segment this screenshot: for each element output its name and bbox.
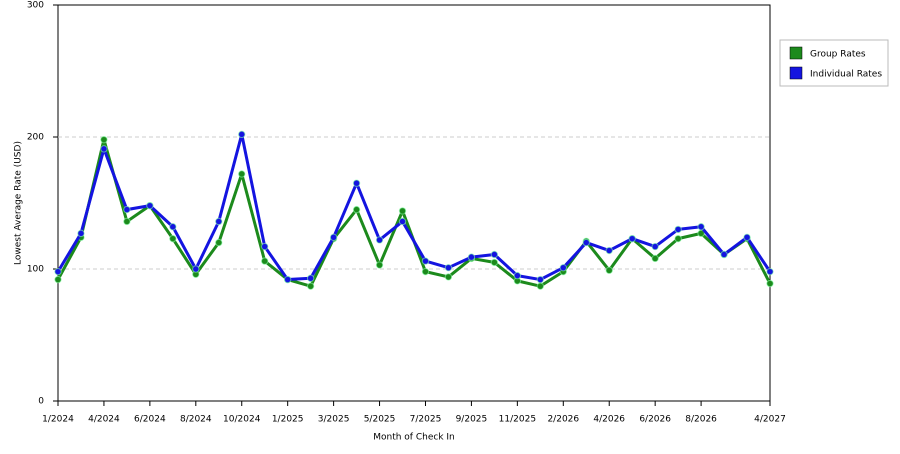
point	[169, 223, 177, 231]
point	[54, 275, 62, 284]
y-tick-label: 0	[38, 397, 44, 407]
x-tick-label: 9/2025	[456, 415, 488, 425]
point	[536, 282, 545, 290]
point	[605, 246, 613, 255]
x-tick-label: 6/2024	[134, 415, 166, 425]
point	[720, 250, 728, 259]
point	[743, 233, 751, 242]
point	[375, 236, 384, 244]
point	[398, 207, 407, 215]
point	[536, 275, 545, 284]
point	[674, 225, 682, 234]
point	[238, 170, 246, 178]
x-tick-label: 4/2027	[754, 415, 786, 425]
x-tick-label: 4/2024	[88, 415, 120, 425]
point	[398, 217, 407, 226]
legend-label: Individual Rates	[810, 70, 882, 80]
point	[628, 234, 636, 243]
point	[54, 267, 62, 276]
x-tick-label: 1/2025	[272, 415, 304, 425]
point	[352, 179, 361, 187]
point	[306, 274, 315, 282]
legend-swatch	[789, 46, 803, 60]
x-tick-label: 4/2026	[593, 415, 625, 425]
point	[674, 234, 682, 243]
point	[261, 242, 269, 251]
point	[261, 257, 269, 265]
legend-swatch	[789, 66, 803, 80]
x-tick-label: 1/2024	[42, 415, 74, 425]
point	[444, 263, 453, 272]
y-tick-label: 100	[27, 265, 44, 275]
point	[582, 238, 590, 247]
point	[697, 223, 705, 231]
x-tick-label: 5/2025	[364, 415, 396, 425]
point	[192, 265, 200, 273]
point	[444, 273, 453, 281]
point	[490, 250, 499, 259]
point	[283, 275, 292, 284]
x-tick-label: 2/2026	[547, 415, 579, 425]
point	[605, 266, 613, 275]
point	[123, 205, 131, 214]
y-axis-label: Lowest Average Rate (USD)	[14, 141, 24, 265]
x-axis-label: Month of Check In	[373, 433, 455, 443]
y-tick-label: 200	[27, 133, 44, 143]
x-tick-label: 11/2025	[499, 415, 536, 425]
x-tick-label: 10/2024	[223, 415, 261, 425]
x-tick-label: 3/2025	[318, 415, 350, 425]
point	[77, 229, 85, 238]
point	[329, 233, 338, 242]
point	[100, 135, 108, 144]
point	[651, 242, 659, 251]
series-line	[56, 132, 772, 282]
x-tick-label: 8/2024	[180, 415, 212, 425]
y-tick-label: 300	[27, 1, 44, 11]
point	[306, 282, 315, 290]
point	[169, 234, 177, 243]
x-tick-label: 6/2026	[639, 415, 671, 425]
plot-area	[57, 4, 771, 402]
point	[559, 263, 567, 272]
point	[490, 258, 499, 267]
point	[421, 257, 430, 265]
point	[146, 201, 154, 210]
point	[766, 279, 774, 288]
point	[513, 271, 522, 280]
point	[238, 130, 246, 139]
point	[123, 217, 131, 226]
legend-label: Group Rates	[810, 50, 866, 60]
point	[375, 261, 384, 269]
point	[766, 267, 774, 276]
point	[215, 217, 223, 226]
x-tick-label: 7/2025	[410, 415, 442, 425]
point	[215, 238, 223, 247]
point	[651, 254, 659, 263]
point	[100, 145, 108, 153]
point	[467, 253, 476, 261]
x-tick-label: 8/2026	[685, 415, 717, 425]
point	[352, 205, 361, 214]
point	[421, 267, 430, 276]
